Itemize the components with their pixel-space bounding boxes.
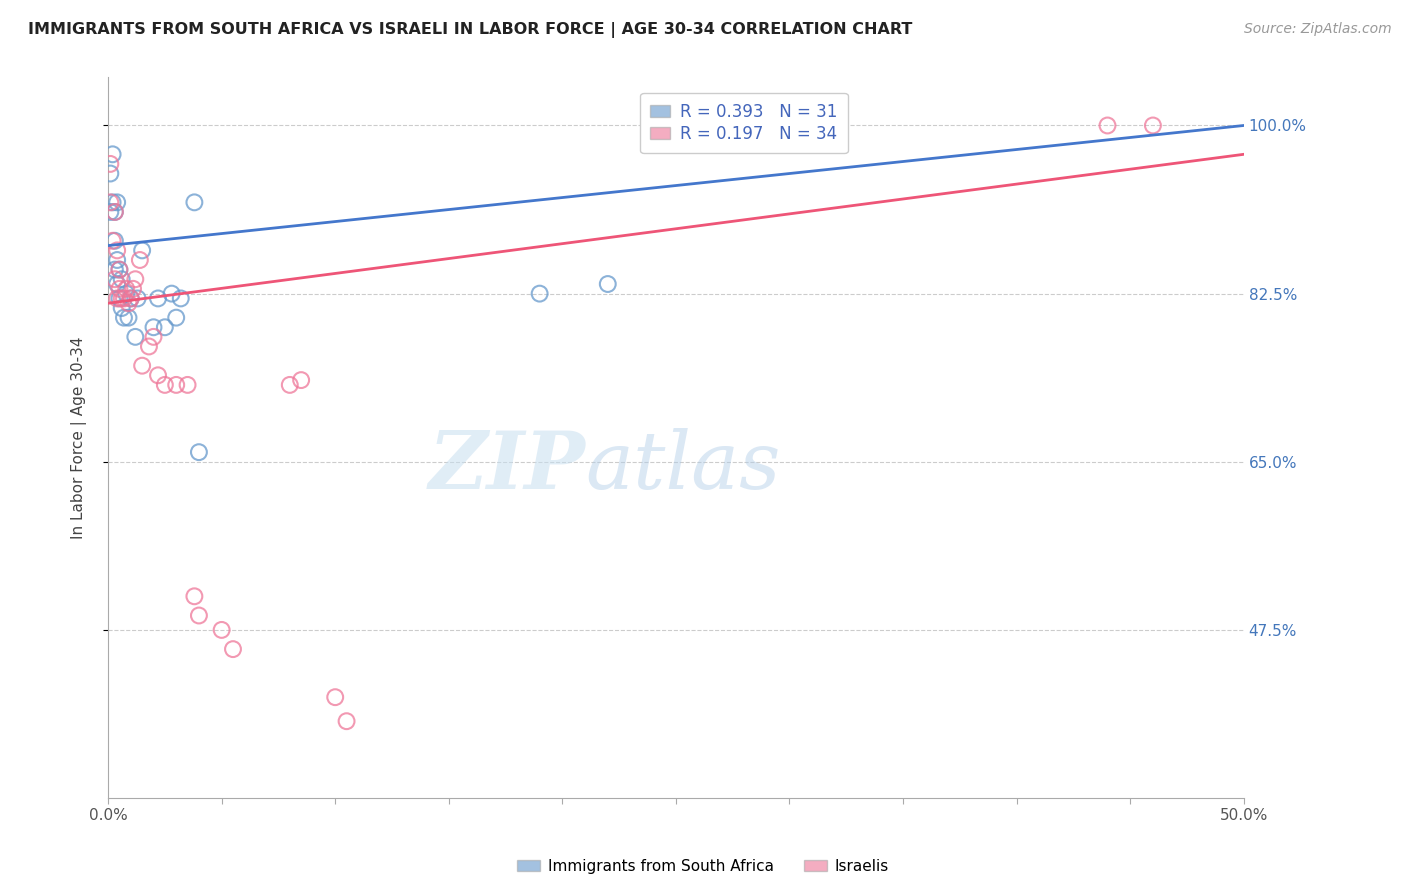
- Point: [117, 310, 139, 325]
- Point: [138, 339, 160, 353]
- Point: [323, 690, 346, 705]
- Point: [120, 292, 142, 306]
- Point: [222, 642, 245, 657]
- Point: [98, 195, 121, 210]
- Point: [120, 292, 142, 306]
- Point: [111, 301, 134, 315]
- Legend: Immigrants from South Africa, Israelis: Immigrants from South Africa, Israelis: [510, 853, 896, 880]
- Point: [183, 589, 205, 603]
- Point: [108, 292, 131, 306]
- Point: [183, 195, 205, 210]
- Point: [176, 378, 198, 392]
- Point: [290, 373, 312, 387]
- Point: [112, 310, 135, 325]
- Point: [127, 292, 149, 306]
- Point: [1142, 119, 1164, 133]
- Point: [105, 277, 128, 291]
- Point: [111, 292, 134, 306]
- Point: [187, 445, 209, 459]
- Text: IMMIGRANTS FROM SOUTH AFRICA VS ISRAELI IN LABOR FORCE | AGE 30-34 CORRELATION C: IMMIGRANTS FROM SOUTH AFRICA VS ISRAELI …: [28, 22, 912, 38]
- Point: [146, 292, 169, 306]
- Point: [128, 252, 150, 267]
- Point: [105, 252, 128, 267]
- Point: [115, 282, 138, 296]
- Point: [160, 286, 183, 301]
- Point: [335, 714, 357, 729]
- Legend: R = 0.393   N = 31, R = 0.197   N = 34: R = 0.393 N = 31, R = 0.197 N = 34: [640, 93, 848, 153]
- Point: [104, 272, 127, 286]
- Point: [111, 272, 134, 286]
- Point: [146, 368, 169, 383]
- Point: [101, 147, 124, 161]
- Point: [211, 623, 233, 637]
- Y-axis label: In Labor Force | Age 30-34: In Labor Force | Age 30-34: [72, 336, 87, 539]
- Point: [108, 282, 131, 296]
- Point: [101, 195, 124, 210]
- Point: [98, 167, 121, 181]
- Point: [131, 359, 153, 373]
- Point: [117, 296, 139, 310]
- Point: [165, 378, 187, 392]
- Point: [142, 320, 165, 334]
- Point: [105, 244, 128, 258]
- Point: [278, 378, 301, 392]
- Point: [153, 378, 176, 392]
- Point: [187, 608, 209, 623]
- Point: [142, 330, 165, 344]
- Point: [98, 157, 121, 171]
- Point: [98, 205, 121, 219]
- Point: [131, 244, 153, 258]
- Point: [170, 292, 193, 306]
- Point: [104, 205, 127, 219]
- Point: [529, 286, 551, 301]
- Point: [124, 330, 146, 344]
- Point: [124, 272, 146, 286]
- Point: [104, 262, 127, 277]
- Point: [122, 282, 145, 296]
- Point: [596, 277, 619, 291]
- Point: [115, 286, 138, 301]
- Point: [165, 310, 187, 325]
- Point: [153, 320, 176, 334]
- Point: [108, 262, 131, 277]
- Point: [1097, 119, 1119, 133]
- Text: ZIP: ZIP: [429, 428, 585, 506]
- Point: [104, 234, 127, 248]
- Point: [104, 205, 127, 219]
- Point: [105, 195, 128, 210]
- Text: Source: ZipAtlas.com: Source: ZipAtlas.com: [1244, 22, 1392, 37]
- Point: [108, 262, 131, 277]
- Text: atlas: atlas: [585, 428, 780, 506]
- Point: [105, 292, 128, 306]
- Point: [112, 292, 135, 306]
- Point: [101, 234, 124, 248]
